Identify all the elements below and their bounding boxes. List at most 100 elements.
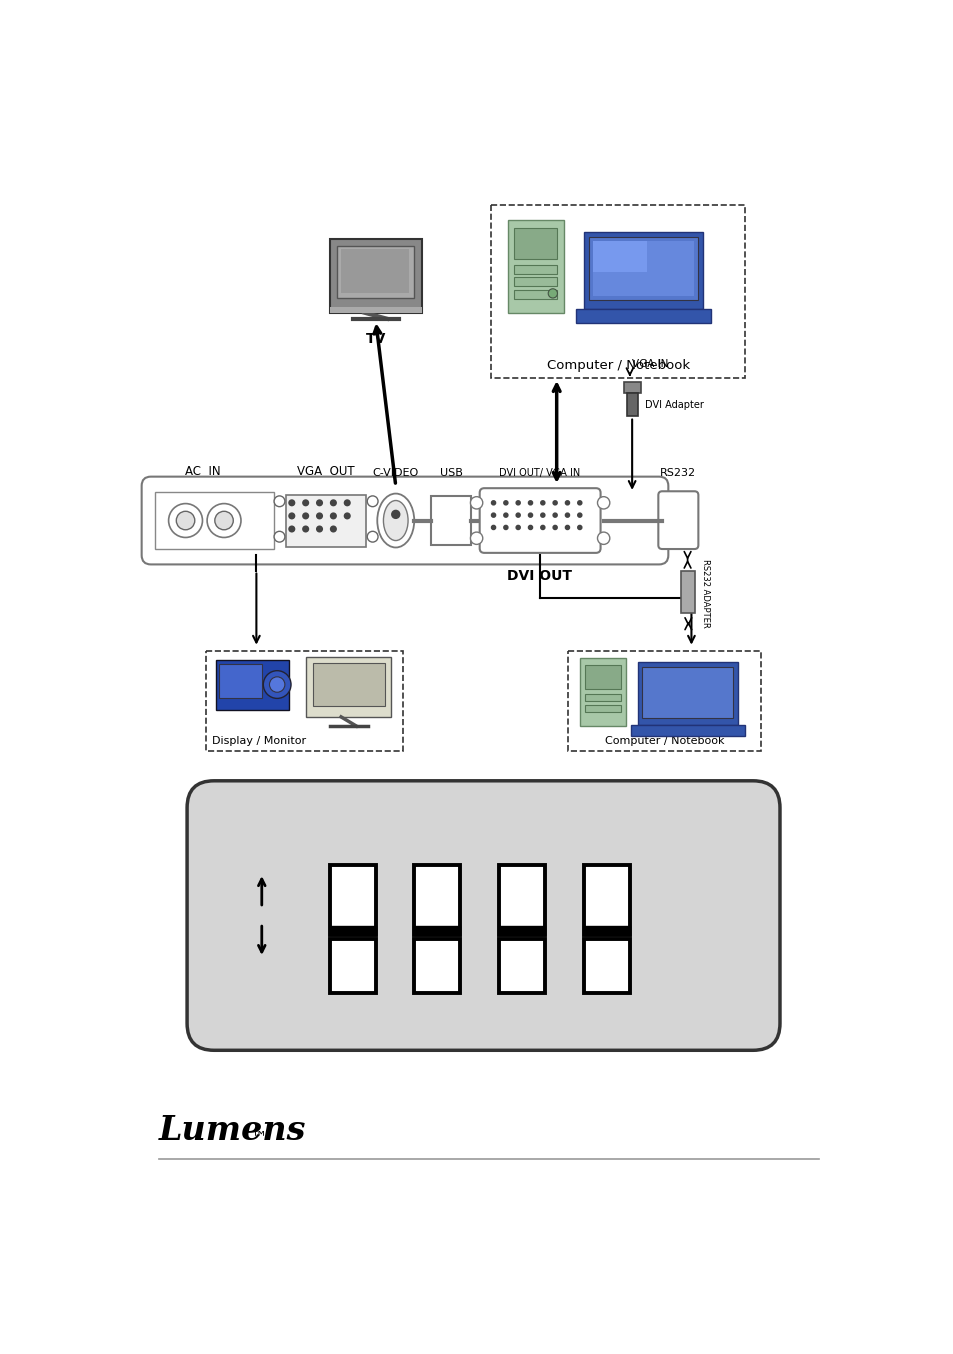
FancyBboxPatch shape (479, 489, 600, 552)
Bar (583, 926, 629, 934)
Bar (583, 865, 629, 934)
Bar (623, 382, 640, 393)
Text: AC  IN: AC IN (185, 466, 221, 478)
Circle shape (274, 531, 285, 542)
Circle shape (316, 513, 322, 519)
Circle shape (503, 525, 507, 529)
Bar (637, 662, 737, 726)
Bar (491, 204, 744, 378)
Circle shape (289, 527, 294, 532)
Bar (329, 307, 421, 313)
Text: RS232 ADAPTER: RS232 ADAPTER (700, 559, 710, 628)
Bar (498, 865, 544, 934)
Bar (329, 940, 375, 994)
Circle shape (540, 501, 544, 505)
Bar (329, 865, 375, 934)
Text: DVI OUT: DVI OUT (507, 569, 572, 584)
Circle shape (214, 512, 233, 529)
Circle shape (516, 513, 519, 517)
Text: ™: ™ (251, 1128, 268, 1147)
Circle shape (540, 513, 544, 517)
Text: VGA IN: VGA IN (632, 359, 668, 368)
Bar (498, 940, 544, 994)
Circle shape (491, 501, 495, 505)
Bar (206, 651, 402, 750)
Circle shape (553, 513, 557, 517)
Bar (680, 570, 695, 613)
Circle shape (565, 501, 569, 505)
Text: USB: USB (439, 468, 462, 478)
Bar (285, 496, 366, 547)
Bar (576, 309, 710, 322)
Circle shape (274, 496, 285, 506)
Bar (341, 249, 409, 294)
Circle shape (316, 527, 322, 532)
Text: DVI OUT/ VGA IN: DVI OUT/ VGA IN (498, 468, 579, 478)
Bar (414, 940, 460, 994)
Bar (584, 665, 620, 689)
Circle shape (578, 501, 581, 505)
Bar (626, 393, 637, 416)
Text: Display / Monitor: Display / Monitor (213, 737, 306, 746)
Circle shape (578, 513, 581, 517)
Circle shape (503, 501, 507, 505)
Bar (431, 496, 471, 546)
Bar (336, 245, 414, 298)
Circle shape (565, 525, 569, 529)
Circle shape (470, 497, 482, 509)
Circle shape (392, 510, 399, 519)
Circle shape (344, 500, 350, 505)
Circle shape (578, 525, 581, 529)
Text: TV: TV (365, 332, 386, 345)
Circle shape (367, 531, 377, 542)
Circle shape (367, 496, 377, 506)
Circle shape (540, 525, 544, 529)
Circle shape (331, 513, 335, 519)
Circle shape (491, 513, 495, 517)
Circle shape (516, 501, 519, 505)
Ellipse shape (383, 501, 408, 540)
FancyBboxPatch shape (658, 492, 698, 548)
Circle shape (470, 532, 482, 544)
Text: DVI Adapter: DVI Adapter (644, 399, 703, 410)
Bar (631, 726, 744, 737)
Text: Computer / Notebook: Computer / Notebook (546, 359, 689, 372)
Text: C-VIDEO: C-VIDEO (373, 468, 418, 478)
Circle shape (528, 513, 532, 517)
Bar (583, 940, 629, 994)
Bar (508, 221, 563, 313)
Bar (306, 657, 391, 716)
Bar (414, 865, 460, 934)
Circle shape (176, 512, 194, 529)
Bar (329, 240, 421, 313)
Text: RS232: RS232 (659, 468, 696, 478)
Bar (514, 278, 557, 287)
FancyBboxPatch shape (141, 477, 668, 565)
Bar (592, 241, 646, 272)
Bar (583, 232, 702, 309)
Circle shape (263, 670, 291, 699)
Circle shape (331, 500, 335, 505)
Circle shape (565, 513, 569, 517)
FancyBboxPatch shape (187, 781, 780, 1051)
Bar (498, 926, 544, 934)
Bar (579, 658, 625, 726)
Circle shape (503, 513, 507, 517)
Ellipse shape (376, 494, 414, 547)
Bar (514, 290, 557, 299)
Circle shape (548, 288, 557, 298)
Circle shape (528, 525, 532, 529)
Text: Computer / Notebook: Computer / Notebook (604, 737, 723, 746)
Circle shape (303, 513, 308, 519)
Bar (329, 926, 375, 934)
Circle shape (597, 497, 609, 509)
Bar (215, 659, 289, 709)
Bar (568, 651, 760, 750)
Text: VGA  OUT: VGA OUT (296, 466, 355, 478)
Circle shape (516, 525, 519, 529)
Text: Lumens: Lumens (158, 1113, 306, 1147)
Circle shape (344, 513, 350, 519)
Bar (641, 666, 732, 718)
Bar (584, 693, 620, 701)
Bar (154, 492, 274, 548)
